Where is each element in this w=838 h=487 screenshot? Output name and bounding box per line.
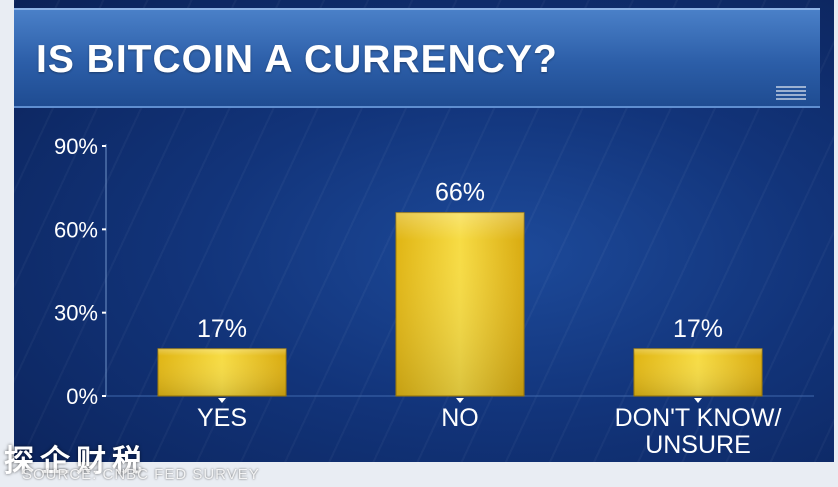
y-tick-label: 60% bbox=[54, 217, 98, 242]
x-tick-mark bbox=[456, 398, 464, 403]
chart-title: IS BITCOIN A CURRENCY? bbox=[36, 38, 558, 81]
y-tick-label: 0% bbox=[66, 384, 98, 409]
watermark-logo: 探企财税 bbox=[4, 444, 148, 479]
x-tick-mark bbox=[694, 398, 702, 403]
y-tick-label: 30% bbox=[54, 301, 98, 326]
labels: 17% YES 66% NO 17% DON'T KNOW/UNSURE bbox=[197, 179, 781, 459]
x-tick-mark bbox=[218, 398, 226, 403]
category-label: YES bbox=[197, 404, 247, 432]
category-label: DON'T KNOW/UNSURE bbox=[615, 404, 782, 459]
bar-shading bbox=[634, 348, 762, 396]
y-tick-label: 90% bbox=[54, 134, 98, 159]
category-label-line: DON'T KNOW/ bbox=[615, 404, 782, 432]
bars bbox=[157, 212, 763, 403]
data-label: 17% bbox=[197, 315, 247, 343]
category-label: NO bbox=[441, 404, 479, 432]
title-bar: IS BITCOIN A CURRENCY? bbox=[14, 8, 820, 108]
data-label: 66% bbox=[435, 179, 485, 207]
bar-shading bbox=[158, 348, 286, 396]
bar-chart: 0% 30% 60% 90% 17% YES 66% NO 17% DON'T KNOW/UNS… bbox=[54, 134, 814, 459]
chart-panel: IS BITCOIN A CURRENCY? 0% 30% 60% 90% 17% YE… bbox=[14, 0, 834, 462]
decorative-bars-icon bbox=[776, 86, 806, 100]
source-note: SOURCE: CNBC FED SURVEY bbox=[22, 466, 260, 483]
bar-shading bbox=[396, 212, 524, 396]
category-label-line: YES bbox=[197, 404, 247, 432]
category-label-line: NO bbox=[441, 404, 479, 432]
category-label-line: UNSURE bbox=[645, 431, 751, 459]
data-label: 17% bbox=[673, 315, 723, 343]
